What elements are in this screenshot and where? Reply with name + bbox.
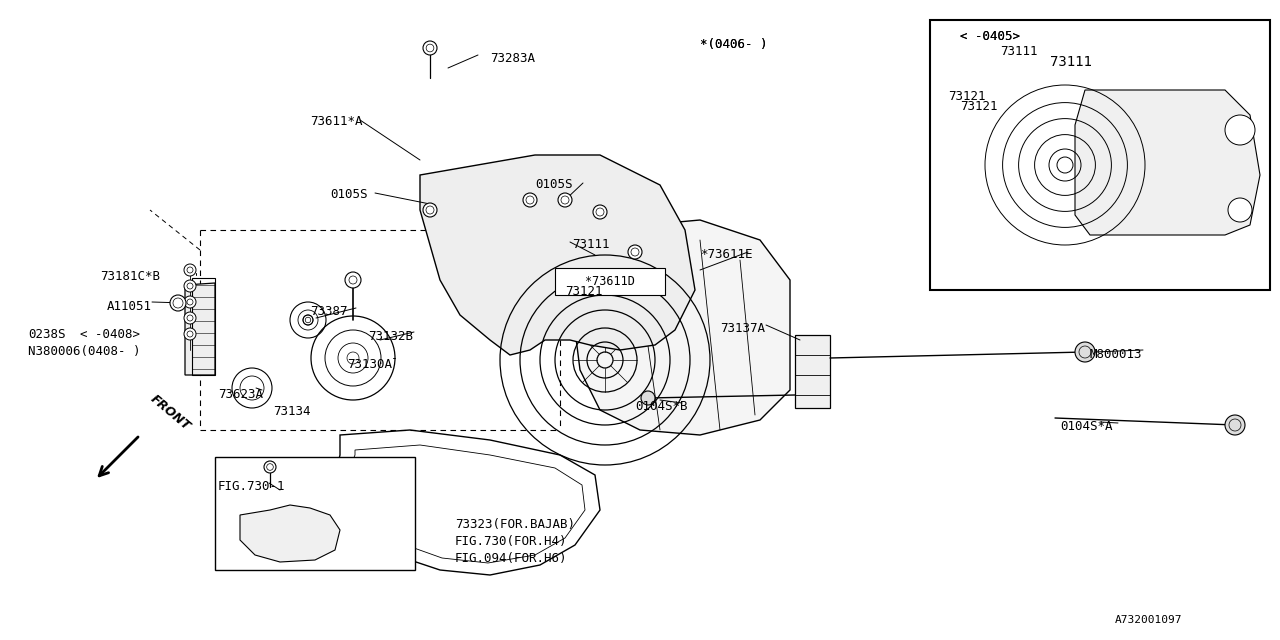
Circle shape (305, 317, 311, 323)
Text: 73134: 73134 (273, 405, 311, 418)
Circle shape (426, 44, 434, 52)
Text: *73611D: *73611D (585, 275, 635, 288)
Text: 0104S*A: 0104S*A (1060, 420, 1112, 433)
Text: 73121: 73121 (948, 90, 986, 103)
Text: FRONT: FRONT (148, 392, 193, 433)
Circle shape (628, 245, 643, 259)
Text: 73121: 73121 (960, 100, 997, 113)
Text: < -0405>: < -0405> (960, 30, 1020, 43)
Circle shape (184, 280, 196, 292)
Polygon shape (186, 283, 215, 375)
Bar (556, 268, 666, 295)
Text: 0105S: 0105S (330, 188, 367, 201)
Circle shape (187, 299, 193, 305)
Text: 73387: 73387 (310, 305, 347, 318)
Circle shape (1075, 342, 1094, 362)
Text: 0105S: 0105S (535, 178, 572, 191)
Text: M800013: M800013 (1091, 348, 1143, 361)
Text: 73132B: 73132B (369, 330, 413, 343)
Text: 73130A: 73130A (347, 358, 392, 371)
Circle shape (426, 206, 434, 214)
Circle shape (422, 203, 436, 217)
Polygon shape (241, 505, 340, 562)
Circle shape (346, 272, 361, 288)
Text: 0104S*B: 0104S*B (635, 400, 687, 413)
Text: *(0406- ): *(0406- ) (700, 38, 768, 51)
Text: FIG.730(FOR.H4): FIG.730(FOR.H4) (454, 535, 567, 548)
Polygon shape (575, 220, 790, 435)
Text: 73137A: 73137A (719, 322, 765, 335)
Circle shape (303, 315, 314, 325)
Circle shape (1079, 346, 1091, 358)
Text: FIG.730-1: FIG.730-1 (218, 480, 285, 493)
Circle shape (596, 208, 604, 216)
Text: 73111: 73111 (1000, 45, 1038, 58)
Text: *73611E: *73611E (700, 248, 753, 261)
Circle shape (187, 283, 193, 289)
Polygon shape (420, 155, 695, 355)
Circle shape (561, 196, 570, 204)
Circle shape (558, 193, 572, 207)
Text: 73283A: 73283A (490, 52, 535, 65)
Circle shape (187, 315, 193, 321)
Circle shape (187, 331, 193, 337)
Polygon shape (795, 335, 829, 408)
Text: 73121: 73121 (564, 285, 603, 298)
Text: A732001097: A732001097 (1115, 615, 1183, 625)
Text: 73323(FOR.BAJAB): 73323(FOR.BAJAB) (454, 518, 575, 531)
Text: 73111: 73111 (1050, 55, 1092, 69)
Circle shape (641, 391, 655, 405)
Text: 0238S: 0238S (28, 328, 65, 341)
Text: < -0405>: < -0405> (960, 30, 1020, 43)
Text: N380006(0408- ): N380006(0408- ) (28, 345, 141, 358)
Circle shape (1229, 419, 1242, 431)
Polygon shape (1075, 90, 1260, 235)
Circle shape (184, 328, 196, 340)
Text: 73623A: 73623A (218, 388, 262, 401)
Circle shape (1228, 198, 1252, 222)
Bar (215, 457, 415, 570)
Circle shape (264, 461, 276, 473)
Circle shape (631, 248, 639, 256)
Circle shape (173, 298, 183, 308)
Text: A11051: A11051 (108, 300, 152, 313)
Bar (931, 20, 1270, 290)
Text: FIG.094(FOR.H6): FIG.094(FOR.H6) (454, 552, 567, 565)
Circle shape (349, 276, 357, 284)
Circle shape (266, 464, 274, 470)
Circle shape (184, 296, 196, 308)
Text: 73611*A: 73611*A (310, 115, 362, 128)
Text: 73111: 73111 (572, 238, 609, 251)
Circle shape (1225, 415, 1245, 435)
Circle shape (524, 193, 538, 207)
Circle shape (184, 312, 196, 324)
Circle shape (593, 205, 607, 219)
Circle shape (187, 267, 193, 273)
Circle shape (422, 41, 436, 55)
Text: *(0406- ): *(0406- ) (700, 38, 768, 51)
Circle shape (1225, 115, 1254, 145)
Circle shape (526, 196, 534, 204)
Circle shape (184, 264, 196, 276)
Circle shape (170, 295, 186, 311)
Text: < -0408>: < -0408> (79, 328, 140, 341)
Text: 73181C*B: 73181C*B (100, 270, 160, 283)
